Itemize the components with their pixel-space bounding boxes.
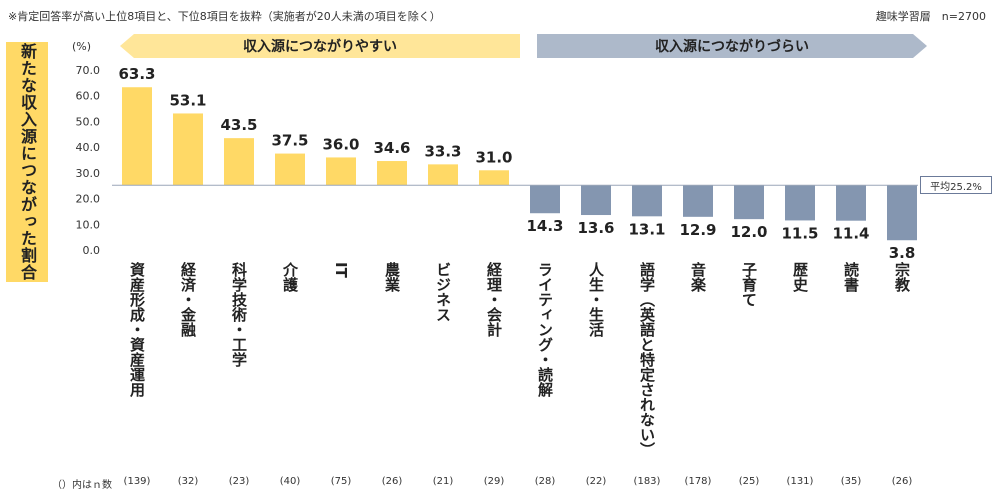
- bar: [122, 87, 152, 186]
- bar: [683, 185, 713, 217]
- average-label: 平均25.2%: [920, 176, 992, 194]
- footer-n-note: （）内はｎ数: [52, 480, 112, 491]
- bar: [428, 164, 458, 186]
- value-label: 13.6: [577, 219, 614, 237]
- bar: [173, 113, 203, 186]
- n-count-label: (139): [123, 476, 151, 487]
- bar: [479, 170, 509, 186]
- n-count-label: (28): [534, 476, 556, 487]
- y-tick-label: 40.0: [76, 141, 101, 154]
- n-count-label: (25): [738, 476, 760, 487]
- bar: [887, 185, 917, 241]
- bar: [581, 185, 611, 216]
- value-label: 36.0: [322, 135, 359, 153]
- y-axis-title: 新たな収入源につながった割合: [18, 43, 37, 281]
- bar: [326, 157, 356, 186]
- arrow-negative: [537, 34, 927, 58]
- value-label: 11.4: [832, 225, 869, 243]
- category-label: 経済・金融: [179, 262, 197, 337]
- sample-size: 趣味学習層 n=2700: [875, 10, 986, 23]
- value-label: 12.9: [679, 221, 716, 239]
- value-label: 14.3: [526, 217, 563, 235]
- category-label: ライティング・読解: [536, 262, 554, 397]
- y-axis-title-box: 新たな収入源につながった割合: [6, 42, 48, 282]
- survey-note: ※肯定回答率が高い上位8項目と、下位8項目を抜粋（実施者が20人未満の項目を除く…: [8, 10, 441, 23]
- category-label: IT: [332, 262, 350, 278]
- y-tick-label: 0.0: [83, 244, 101, 257]
- y-tick-label: 30.0: [76, 167, 101, 180]
- n-count-label: (26): [381, 476, 403, 487]
- n-count-label: (32): [177, 476, 199, 487]
- category-label: 介護: [281, 262, 299, 292]
- value-label: 37.5: [271, 132, 308, 150]
- n-count-label: (35): [840, 476, 862, 487]
- y-tick-label: 20.0: [76, 193, 101, 206]
- n-count-label: (178): [684, 476, 712, 487]
- category-label: 人生・生活: [587, 262, 605, 337]
- category-label: 語学（英語と特定されない）: [638, 262, 656, 457]
- bar: [275, 153, 305, 186]
- category-label: 子育て: [740, 262, 758, 307]
- arrow-positive: [120, 34, 520, 58]
- category-label: 宗教: [893, 262, 911, 292]
- category-label: ビジネス: [434, 262, 452, 322]
- value-label: 63.3: [118, 65, 155, 83]
- bar: [377, 161, 407, 186]
- bar: [632, 185, 662, 217]
- y-tick-label: 10.0: [76, 218, 101, 231]
- category-label: 経理・会計: [485, 262, 503, 337]
- n-count-label: (22): [585, 476, 607, 487]
- value-label: 12.0: [730, 223, 767, 241]
- value-label: 53.1: [169, 91, 206, 109]
- bar: [224, 138, 254, 186]
- y-axis-unit: (%): [72, 40, 92, 53]
- category-label: 農業: [383, 262, 401, 292]
- bar: [785, 185, 815, 221]
- n-count-label: (26): [891, 476, 913, 487]
- group-label: 収入源につながりやすい: [243, 38, 397, 55]
- n-count-label: (75): [330, 476, 352, 487]
- bar: [530, 185, 560, 214]
- category-label: 音楽: [689, 262, 707, 292]
- bar: [734, 185, 764, 220]
- value-label: 43.5: [220, 116, 257, 134]
- value-label: 3.8: [889, 244, 916, 262]
- n-count-label: (183): [633, 476, 661, 487]
- n-count-label: (23): [228, 476, 250, 487]
- value-label: 13.1: [628, 220, 665, 238]
- value-label: 33.3: [424, 142, 461, 160]
- group-label: 収入源につながりづらい: [655, 38, 809, 55]
- category-label: 科学技術・工学: [230, 262, 248, 367]
- category-label: 資産形成・資産運用: [128, 262, 146, 397]
- category-label: 読書: [842, 262, 860, 292]
- n-count-label: (131): [786, 476, 814, 487]
- n-count-label: (29): [483, 476, 505, 487]
- category-label: 歴史: [791, 262, 809, 292]
- n-count-label: (21): [432, 476, 454, 487]
- y-tick-label: 50.0: [76, 115, 101, 128]
- value-label: 34.6: [373, 139, 410, 157]
- bar: [836, 185, 866, 221]
- y-tick-label: 60.0: [76, 90, 101, 103]
- value-label: 11.5: [781, 224, 818, 242]
- value-label: 31.0: [475, 148, 512, 166]
- n-count-label: (40): [279, 476, 301, 487]
- y-tick-label: 70.0: [76, 64, 101, 77]
